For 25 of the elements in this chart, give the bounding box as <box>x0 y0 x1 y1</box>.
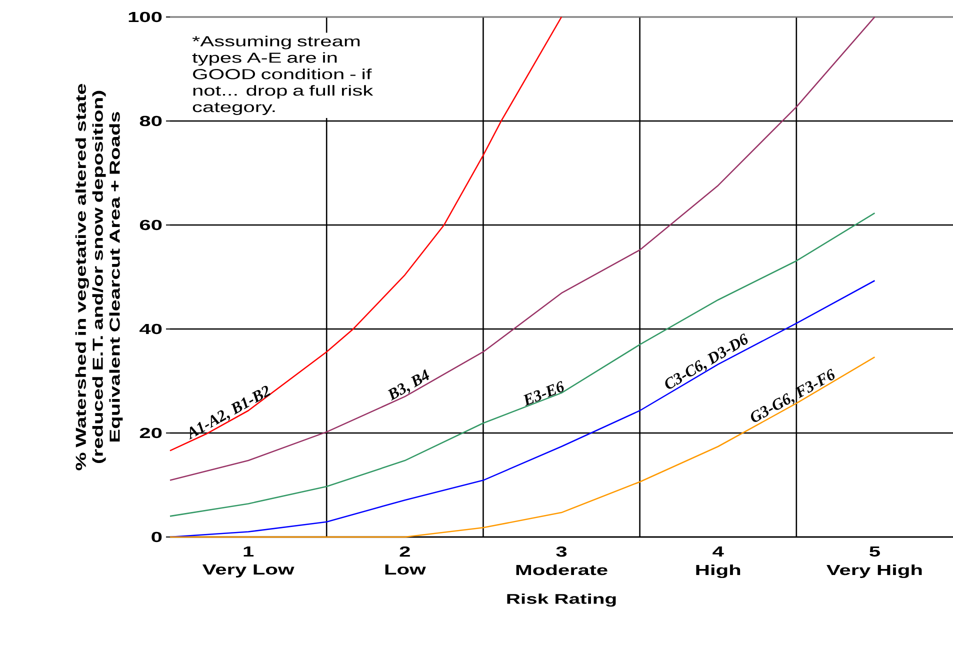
line-series <box>169 280 876 538</box>
line-series <box>169 212 876 517</box>
text: E3-E6 <box>524 380 564 406</box>
annotation: *Assuming stream types A-E are in GOOD condition - if not... drop a full risk category. <box>192 36 374 115</box>
text: Very High <box>826 564 922 578</box>
x-tick-label: 5 <box>870 546 880 557</box>
x-axis-title: Risk Rating <box>507 594 616 607</box>
text: High <box>696 564 740 578</box>
y-tick-label: 20 <box>140 428 162 438</box>
x-tick-label: 1 <box>244 546 254 556</box>
text: Very Low <box>202 564 294 578</box>
x-tick-label: 4 <box>712 546 724 556</box>
x-tick-label: 3 <box>556 546 567 557</box>
text: Moderate <box>516 564 608 576</box>
y-tick-label: 40 <box>140 324 162 334</box>
y-axis-title: % Watershed in vegetative altered state (reduced E.T. and/or snow deposition) Equivalent Clearcut Area + Roads <box>75 84 123 470</box>
y-tick-label: 60 <box>140 220 162 230</box>
x-tick-label: 2 <box>400 546 410 557</box>
line-series <box>169 16 562 452</box>
text: B3, B4 <box>388 369 430 401</box>
text: Low <box>385 564 426 575</box>
line-series <box>169 16 876 481</box>
y-tick-label: 100 <box>128 12 162 22</box>
y-tick-label: 0 <box>152 532 162 542</box>
y-tick-label: 80 <box>140 116 162 126</box>
